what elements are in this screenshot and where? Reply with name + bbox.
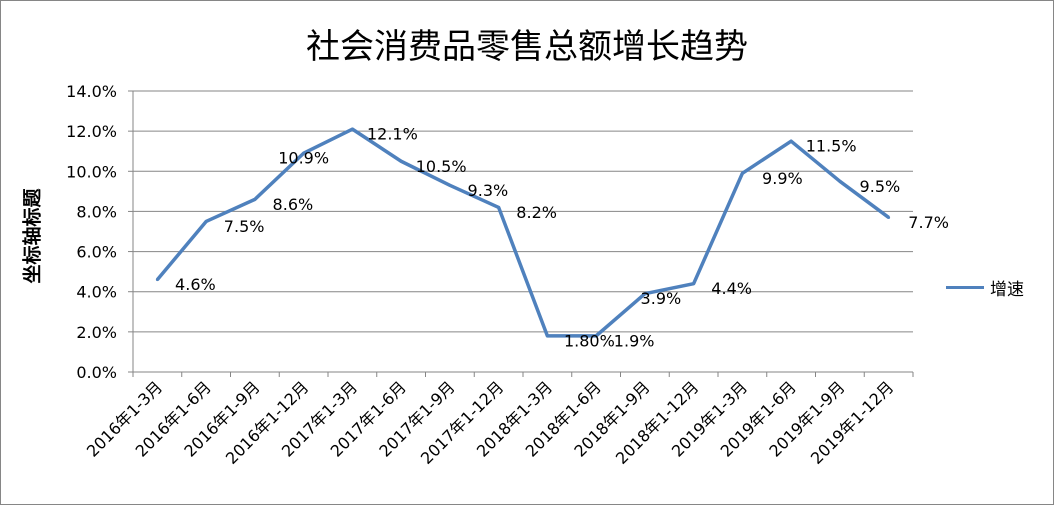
data-label: 3.9% [641, 289, 682, 308]
y-tick-label: 4.0% [76, 283, 117, 302]
y-tick-label: 8.0% [76, 202, 117, 221]
data-label: 10.5% [416, 157, 467, 176]
data-point [497, 205, 501, 209]
legend-label: 增速 [990, 280, 1024, 300]
data-point [887, 215, 891, 219]
y-tick-label: 10.0% [66, 162, 117, 181]
data-label: 4.6% [175, 275, 216, 294]
data-point [399, 159, 403, 163]
data-point [350, 127, 354, 131]
y-tick-label: 2.0% [76, 323, 117, 342]
legend-line-swatch [946, 286, 984, 289]
chart-title: 社会消费品零售总额增长趋势 [306, 27, 748, 67]
y-tick-label: 12.0% [66, 122, 117, 141]
series-line [156, 127, 890, 338]
data-point [253, 197, 257, 201]
data-point [643, 292, 647, 296]
legend: 增速 [946, 275, 1024, 300]
data-label: 4.4% [711, 279, 752, 298]
data-label: 8.6% [273, 195, 314, 214]
data-label: 12.1% [367, 125, 418, 144]
data-point [594, 334, 598, 338]
data-label: 8.2% [516, 203, 557, 222]
data-label: 11.5% [806, 137, 857, 156]
data-label: 9.5% [860, 177, 901, 196]
y-tick-label: 14.0% [66, 82, 117, 101]
data-label: 10.9% [278, 149, 329, 168]
data-point [838, 179, 842, 183]
data-point [740, 171, 744, 175]
data-label: 1.9% [614, 331, 655, 350]
data-point [789, 139, 793, 143]
data-point [448, 183, 452, 187]
data-point [692, 282, 696, 286]
data-label: 1.80% [564, 331, 615, 350]
data-label: 9.3% [468, 181, 509, 200]
data-point [155, 278, 159, 282]
data-point [302, 151, 306, 155]
y-tick-label: 0.0% [76, 363, 117, 382]
data-label: 7.5% [224, 217, 265, 236]
y-tick-label: 6.0% [76, 243, 117, 262]
data-label: 7.7% [908, 213, 949, 232]
data-label: 9.9% [762, 169, 803, 188]
data-point [204, 219, 208, 223]
data-point [545, 334, 549, 338]
